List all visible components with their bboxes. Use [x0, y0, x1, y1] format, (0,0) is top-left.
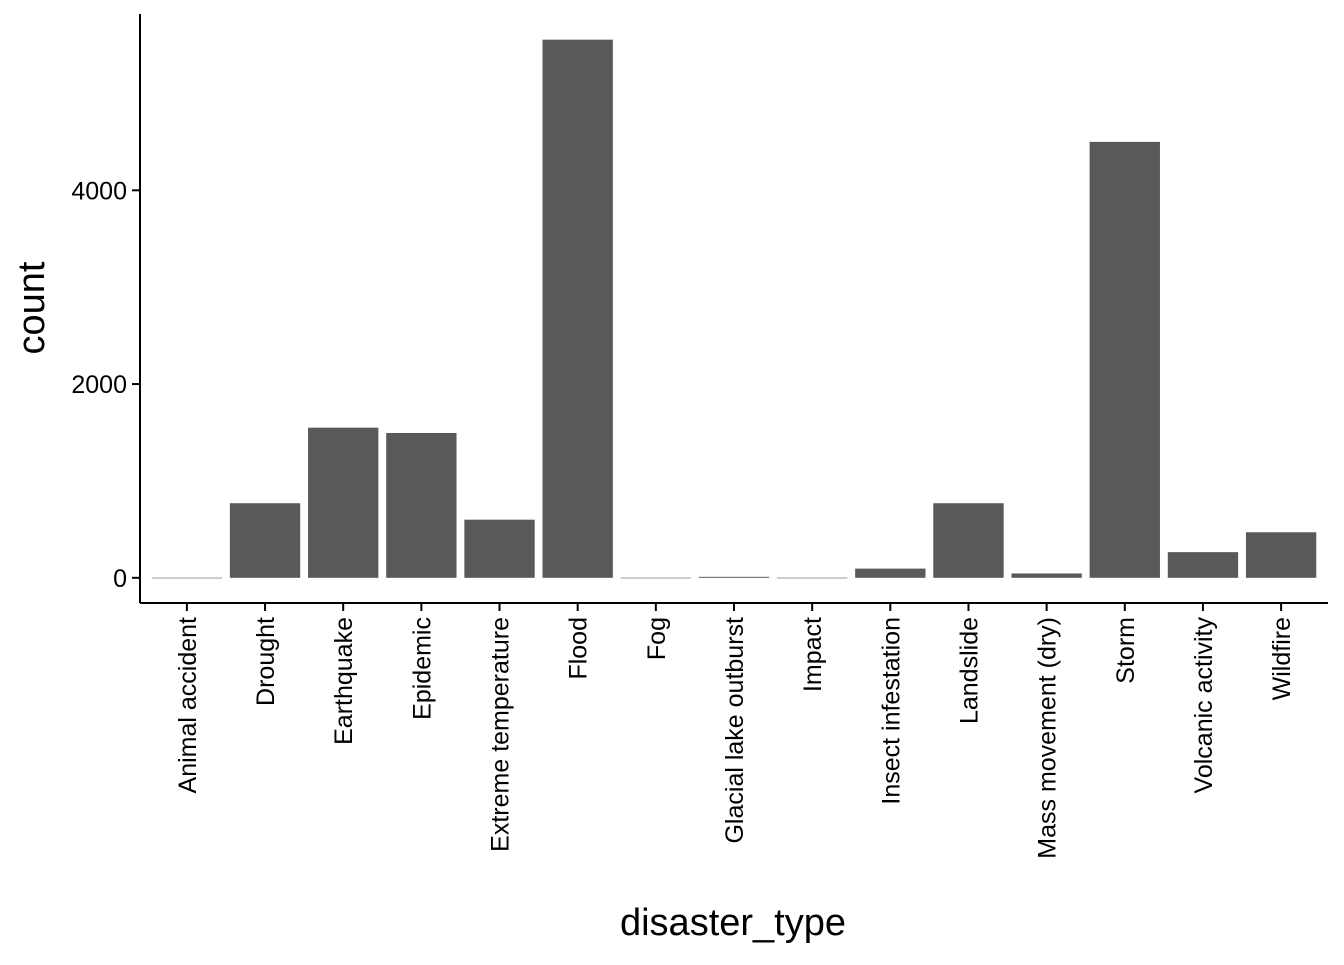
bar-flood	[542, 39, 613, 578]
x-tick-label: Insect infestation	[877, 617, 905, 805]
y-tick-label: 2000	[71, 371, 127, 399]
x-tick-label: Extreme temperature	[487, 617, 515, 852]
bar-glacial-lake-outburst	[698, 576, 770, 578]
x-tick-label: Epidemic	[408, 617, 436, 720]
bar-landslide	[933, 503, 1004, 578]
bar-earthquake	[308, 427, 379, 578]
axes-layer	[132, 14, 1328, 611]
bar-epidemic	[386, 432, 457, 578]
bar-impact	[776, 577, 848, 579]
bar-insect-infestation	[855, 568, 926, 578]
x-tick-label: Flood	[565, 617, 593, 680]
bar-volcanic-activity	[1167, 552, 1239, 578]
bar-storm	[1089, 141, 1160, 578]
x-tick-label: Wildfire	[1268, 617, 1296, 700]
bar-mass-movement-dry	[1011, 573, 1082, 578]
x-axis-title: disaster_type	[620, 902, 846, 944]
x-tick-label: Drought	[252, 617, 280, 706]
x-tick-label: Volcanic activity	[1190, 617, 1218, 794]
x-tick-label: Impact	[799, 617, 827, 692]
bar-drought	[229, 503, 301, 578]
bar-fog	[620, 577, 692, 579]
bar-extreme-temperature	[464, 519, 535, 578]
bars-layer	[151, 39, 1317, 579]
y-axis-title: count	[11, 261, 53, 354]
x-tick-label: Mass movement (dry)	[1034, 617, 1062, 859]
labels-layer: 0 2000 4000 Animal accident Drought Earthquak…	[71, 177, 1296, 858]
x-tick-label: Earthquake	[330, 617, 358, 745]
x-tick-label: Landslide	[955, 617, 983, 724]
x-tick-label: Fog	[643, 617, 671, 660]
bar-wildfire	[1245, 532, 1317, 578]
y-tick-label: 4000	[71, 177, 127, 205]
x-tick-label: Storm	[1112, 617, 1140, 684]
x-tick-label: Animal accident	[174, 617, 202, 794]
x-tick-label: Glacial lake outburst	[721, 617, 749, 844]
y-tick-label: 0	[113, 565, 127, 593]
bar-animal-accident	[151, 577, 223, 579]
